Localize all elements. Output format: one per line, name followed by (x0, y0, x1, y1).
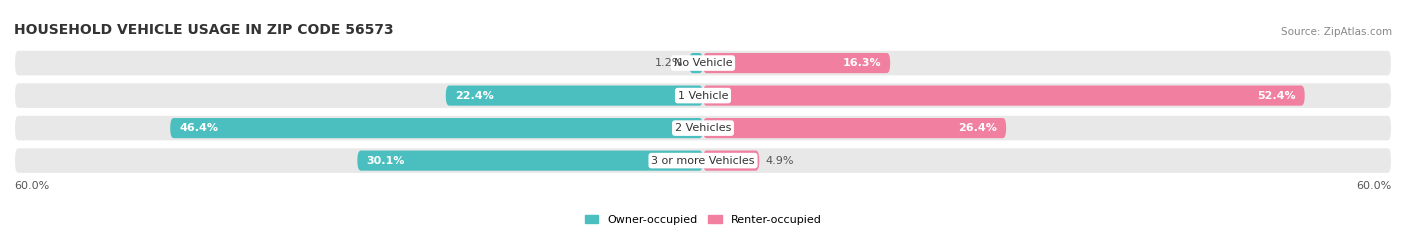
FancyBboxPatch shape (14, 82, 1392, 109)
Text: 52.4%: 52.4% (1257, 91, 1295, 101)
Text: 22.4%: 22.4% (456, 91, 494, 101)
Text: No Vehicle: No Vehicle (673, 58, 733, 68)
FancyBboxPatch shape (703, 53, 890, 73)
Text: 60.0%: 60.0% (1357, 181, 1392, 191)
Text: HOUSEHOLD VEHICLE USAGE IN ZIP CODE 56573: HOUSEHOLD VEHICLE USAGE IN ZIP CODE 5657… (14, 23, 394, 37)
FancyBboxPatch shape (703, 86, 1305, 106)
FancyBboxPatch shape (689, 53, 703, 73)
FancyBboxPatch shape (357, 151, 703, 171)
FancyBboxPatch shape (14, 147, 1392, 174)
Text: 60.0%: 60.0% (14, 181, 49, 191)
FancyBboxPatch shape (170, 118, 703, 138)
Text: Source: ZipAtlas.com: Source: ZipAtlas.com (1281, 27, 1392, 37)
Text: 16.3%: 16.3% (842, 58, 882, 68)
Text: 2 Vehicles: 2 Vehicles (675, 123, 731, 133)
Text: 46.4%: 46.4% (180, 123, 218, 133)
FancyBboxPatch shape (14, 115, 1392, 141)
Legend: Owner-occupied, Renter-occupied: Owner-occupied, Renter-occupied (581, 210, 825, 229)
Text: 4.9%: 4.9% (765, 156, 793, 166)
Text: 3 or more Vehicles: 3 or more Vehicles (651, 156, 755, 166)
Text: 1 Vehicle: 1 Vehicle (678, 91, 728, 101)
FancyBboxPatch shape (703, 151, 759, 171)
Text: 26.4%: 26.4% (957, 123, 997, 133)
FancyBboxPatch shape (703, 118, 1007, 138)
FancyBboxPatch shape (446, 86, 703, 106)
Text: 30.1%: 30.1% (367, 156, 405, 166)
Text: 1.2%: 1.2% (655, 58, 683, 68)
FancyBboxPatch shape (14, 50, 1392, 76)
